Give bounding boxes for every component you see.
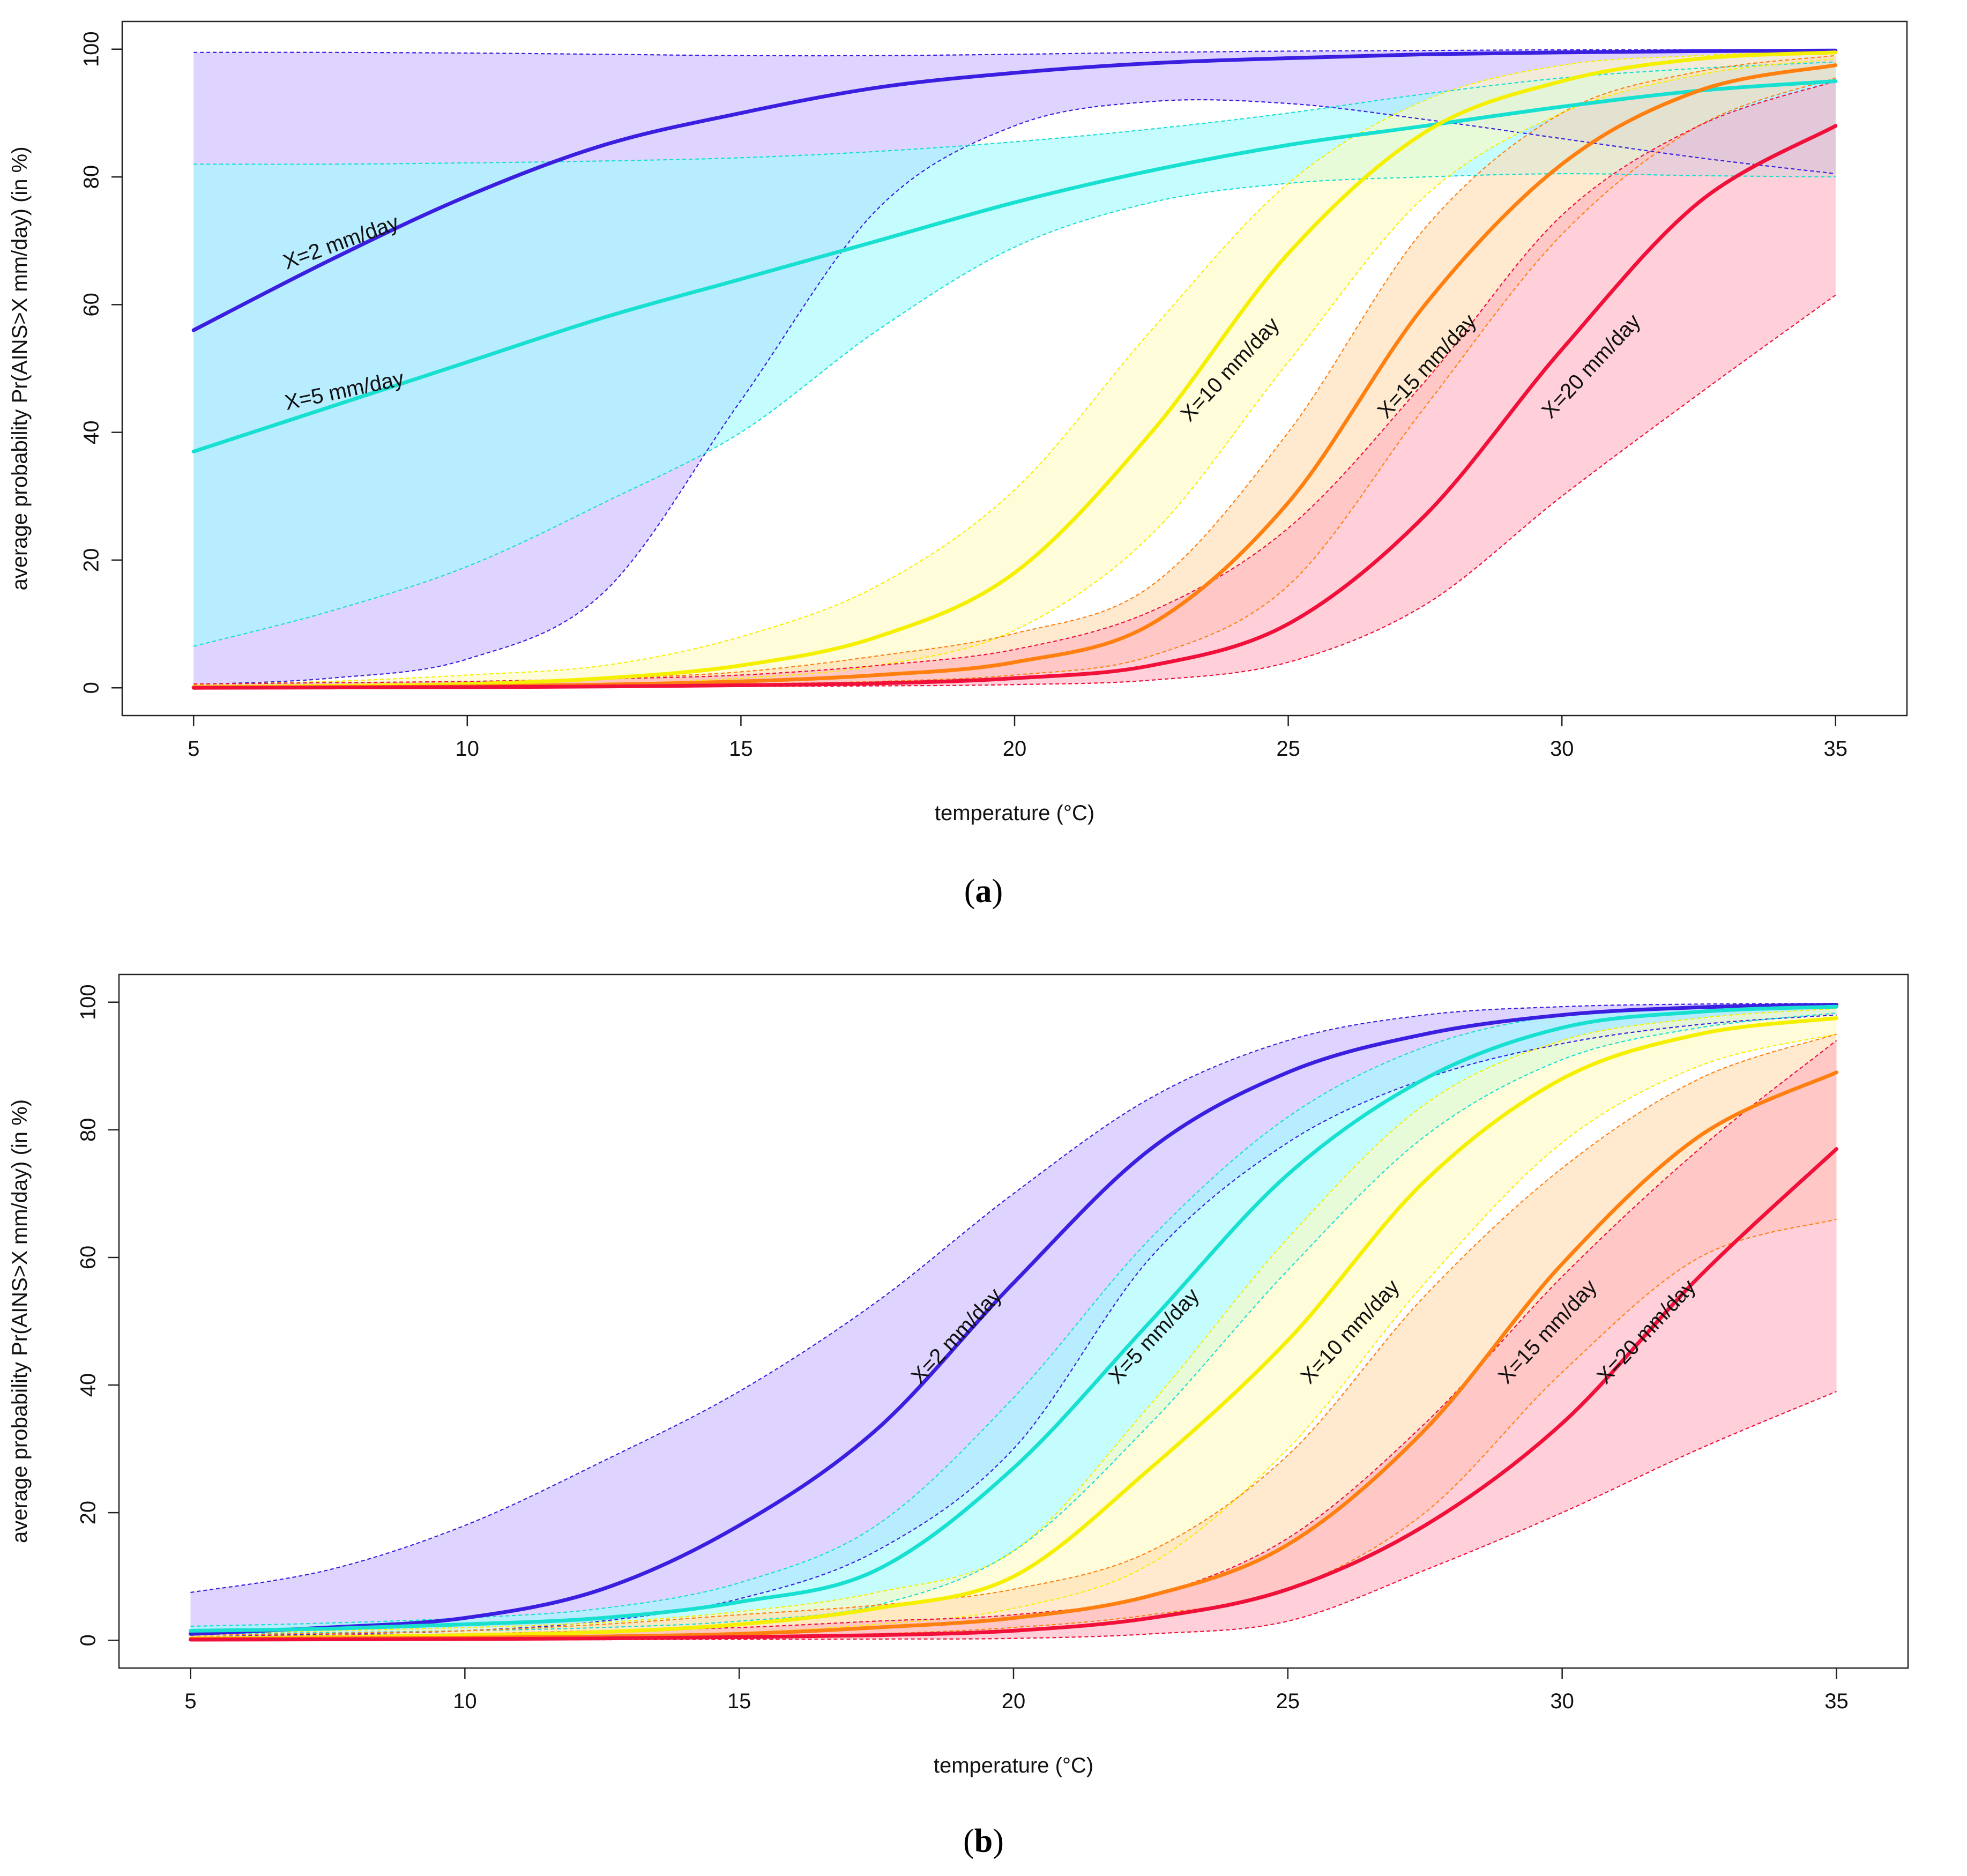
band-4 — [193, 55, 1836, 688]
series-line-2 — [189, 1004, 1838, 1633]
band-upper-border — [193, 61, 1836, 165]
panel-label-b: (b) — [963, 1823, 1004, 1859]
x-tick-label: 25 — [1276, 737, 1300, 761]
panel-label-a: (a) — [964, 873, 1003, 910]
band-upper-border — [190, 1033, 1837, 1636]
y-tick-label: 80 — [80, 165, 103, 189]
x-tick-label: 20 — [1003, 737, 1027, 761]
y-tick-label: 40 — [80, 420, 103, 444]
band-upper-border — [190, 1003, 1837, 1594]
series-line-2 — [191, 79, 1838, 453]
y-tick-label: 80 — [77, 1118, 100, 1142]
x-tick-label: 30 — [1550, 1689, 1574, 1713]
y-tick-label: 0 — [80, 682, 103, 694]
x-tick-label: 10 — [453, 1689, 477, 1713]
band-1 — [190, 1003, 1837, 1637]
x-tick-label: 5 — [188, 737, 199, 761]
band-2 — [190, 1004, 1837, 1634]
band-3 — [193, 50, 1836, 688]
band-upper-border — [193, 49, 1836, 57]
series-line-5 — [191, 124, 1838, 690]
y-tick-label: 20 — [77, 1501, 100, 1525]
series-line-3 — [191, 50, 1838, 689]
y-tick-label: 20 — [80, 548, 103, 572]
y-axis-title: average probability Pr(AINS>X mm/day) (i… — [8, 146, 32, 590]
y-tick-label: 60 — [80, 293, 103, 317]
band-upper-border — [193, 80, 1836, 685]
band-2 — [193, 62, 1836, 646]
x-tick-label: 10 — [456, 737, 480, 761]
series-line-1 — [189, 1003, 1838, 1636]
band-lower-border — [193, 99, 1836, 686]
x-tick-label: 15 — [729, 737, 753, 761]
x-tick-label: 35 — [1824, 737, 1848, 761]
series-line-3 — [189, 1016, 1838, 1641]
band-3 — [190, 1008, 1837, 1640]
series-line-1 — [191, 48, 1838, 332]
x-tick-label: 5 — [184, 1689, 196, 1713]
x-axis-title: temperature (°C) — [935, 801, 1094, 825]
x-axis-title: temperature (°C) — [934, 1754, 1093, 1777]
x-tick-label: 15 — [727, 1689, 751, 1713]
y-tick-label: 0 — [77, 1634, 100, 1646]
series-line-5 — [189, 1147, 1838, 1642]
x-tick-label: 30 — [1550, 737, 1574, 761]
band-5 — [190, 1040, 1837, 1641]
x-tick-label: 35 — [1824, 1689, 1849, 1713]
x-tick-label: 25 — [1276, 1689, 1300, 1713]
band-upper-border — [190, 1008, 1837, 1635]
band-lower-border — [193, 173, 1836, 647]
y-axis-title: average probability Pr(AINS>X mm/day) (i… — [8, 1099, 32, 1543]
y-tick-label: 100 — [77, 984, 100, 1020]
y-tick-label: 40 — [77, 1373, 100, 1397]
band-lower-border — [193, 77, 1836, 689]
band-upper-border — [193, 50, 1836, 686]
plot-b: X=2 mm/day X=5 mm/day X=10 mm/day X=15 mm/d… — [8, 973, 1909, 1777]
y-tick-label: 60 — [77, 1246, 100, 1270]
band-5 — [193, 81, 1836, 688]
y-tick-label: 100 — [80, 31, 103, 67]
x-tick-label: 20 — [1002, 1689, 1026, 1713]
